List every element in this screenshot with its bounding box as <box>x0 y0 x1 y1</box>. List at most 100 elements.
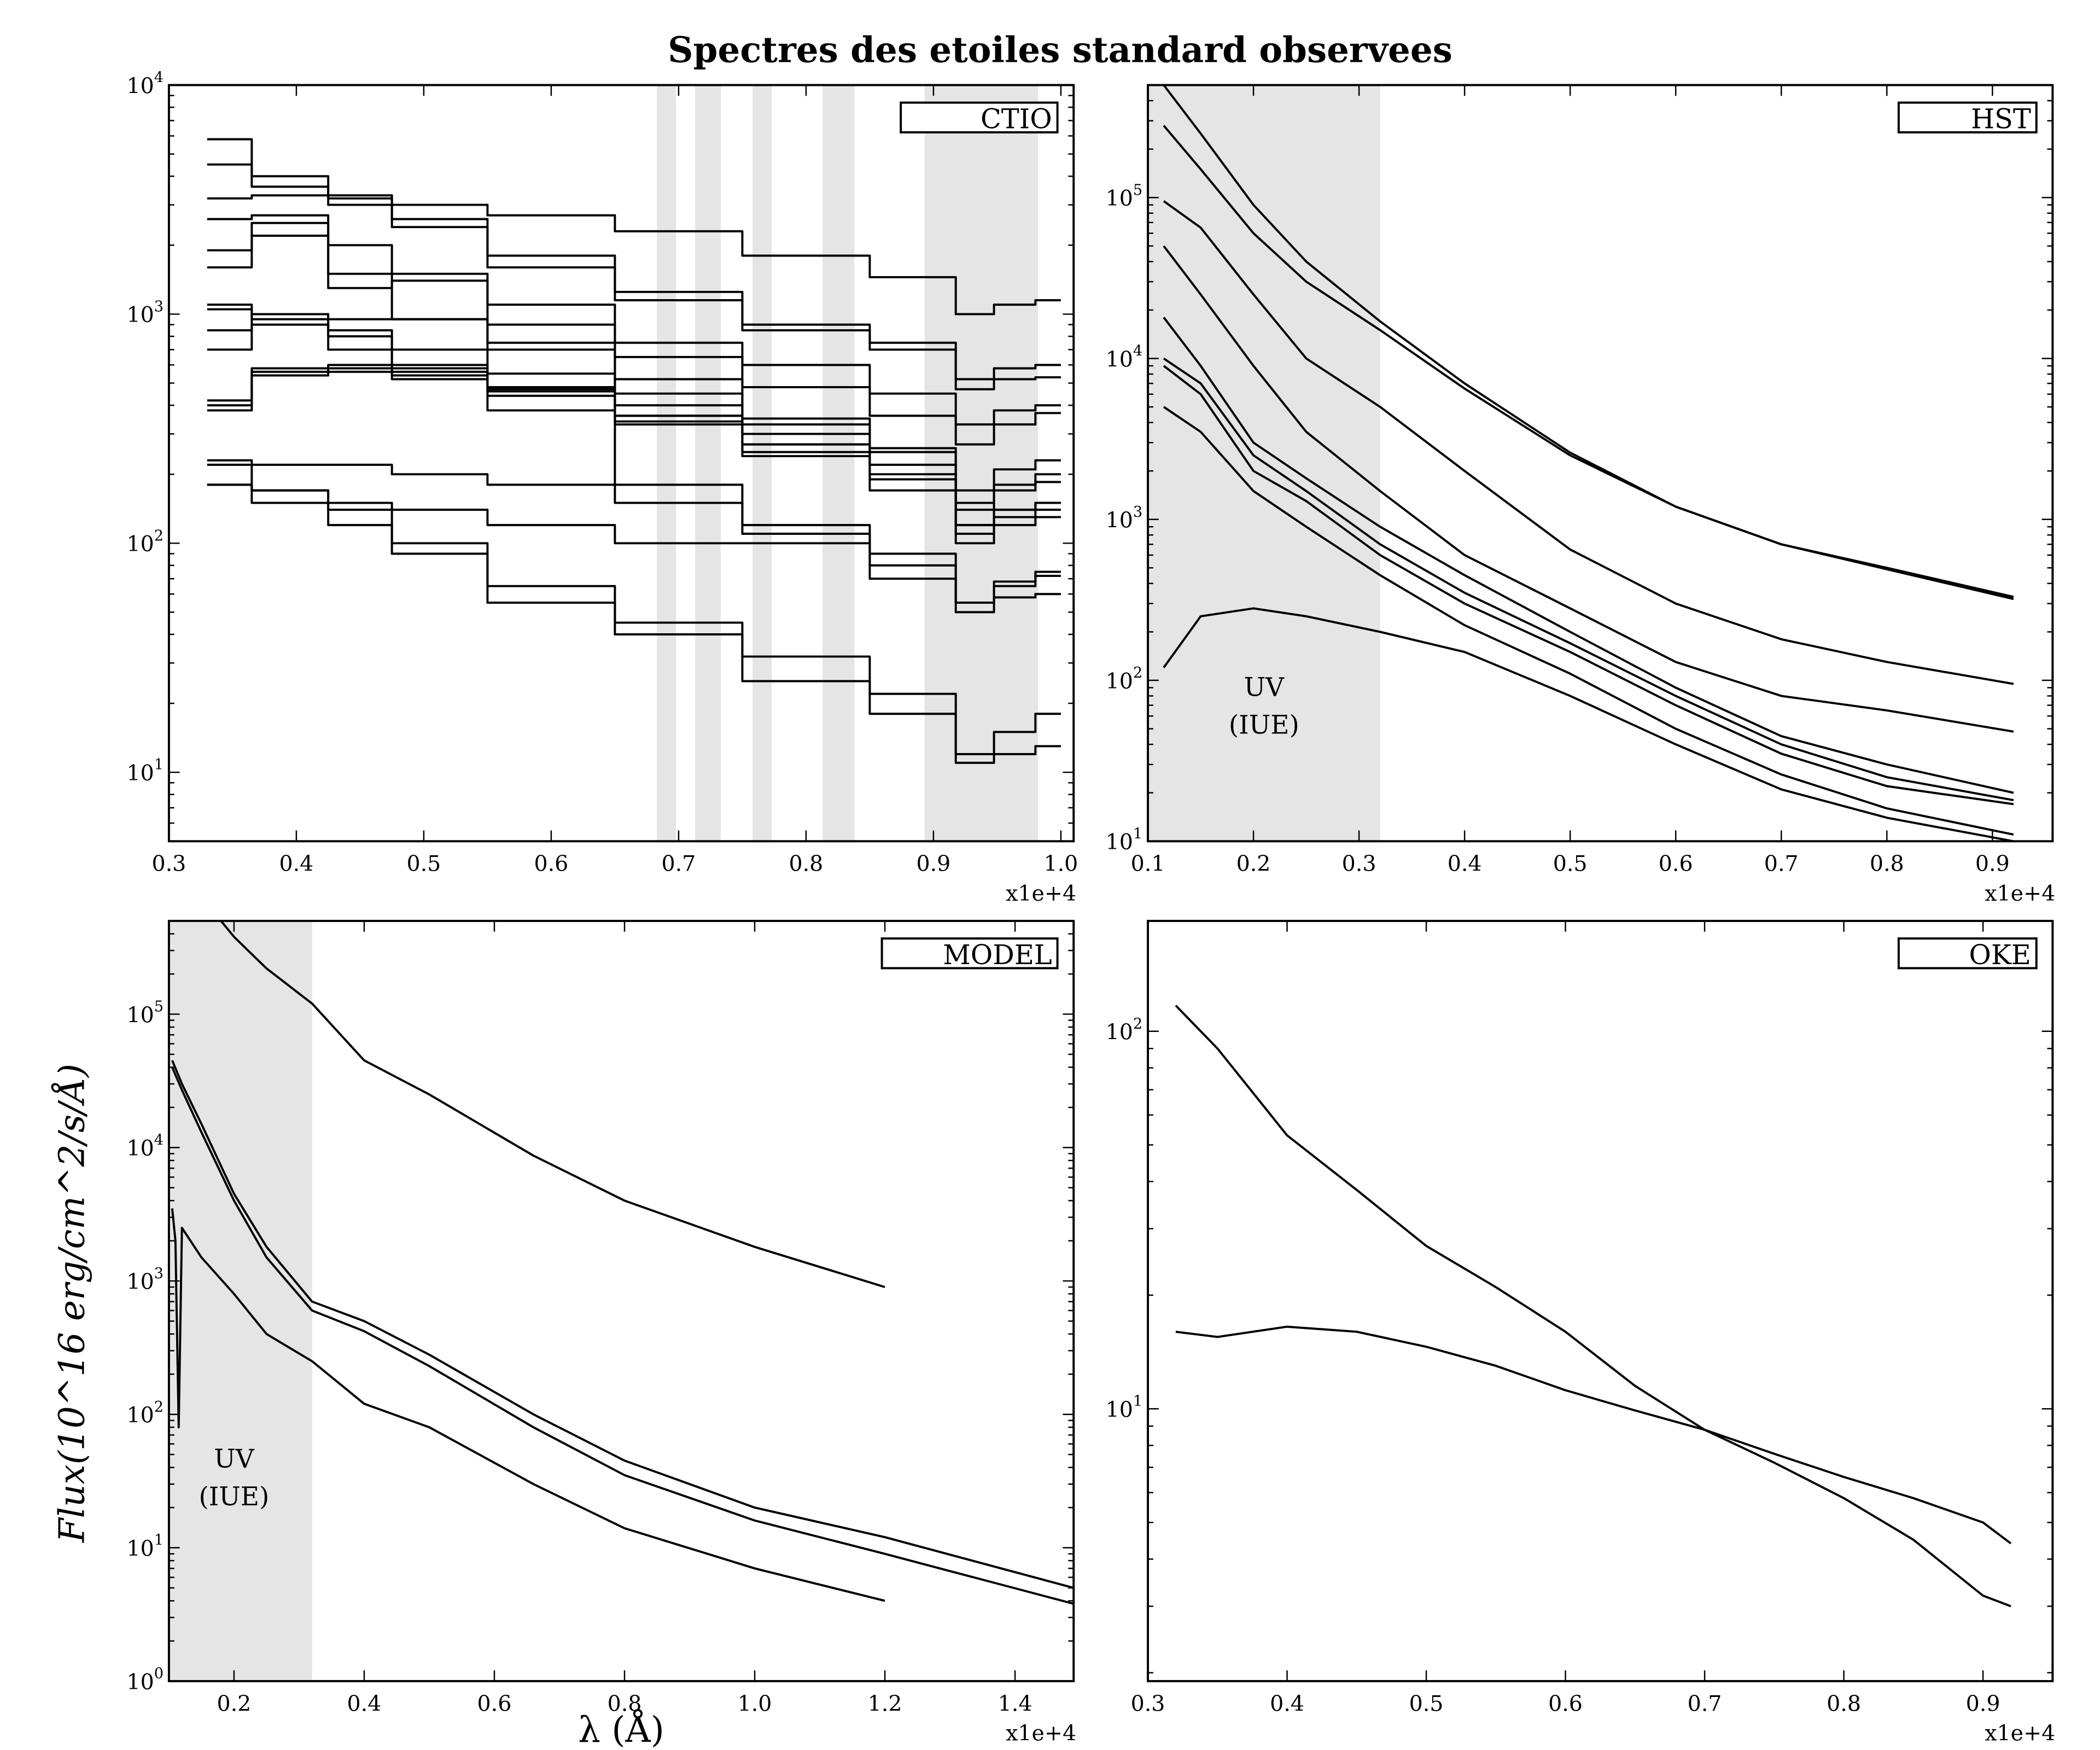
series-line-7 <box>1163 365 2014 806</box>
shaded-band <box>695 85 721 842</box>
y-tick-label: 103 <box>126 1265 164 1294</box>
series-line-6 <box>1163 357 2014 802</box>
legend-label: MODEL <box>943 939 1052 971</box>
x-tick-label: 0.5 <box>406 851 441 877</box>
x-tick-label: 0.3 <box>1131 1691 1165 1716</box>
shaded-band <box>924 85 1038 842</box>
x-tick-label: 1.4 <box>998 1691 1032 1716</box>
x-tick-label: 0.6 <box>1548 1691 1583 1716</box>
x-tick-label: 0.2 <box>217 1691 251 1716</box>
series-line-5 <box>1163 317 2014 794</box>
x-tick-label: 0.6 <box>477 1691 512 1716</box>
y-tick-label: 104 <box>1106 343 1143 372</box>
x-tick-label: 0.7 <box>1688 1691 1722 1716</box>
x-tick-label: 0.4 <box>1448 851 1482 877</box>
series-line-4 <box>1163 245 2014 733</box>
y-axis-label: Flux(10^16 erg/cm^2/s/Å) <box>51 1064 92 1543</box>
panel-model: 0.2 0.4 0.6 0.8 1.0 1.2 1.4 x1e+4 100 101 102 103 10… <box>126 919 1076 1746</box>
annotation-text: (IUE) <box>1229 710 1299 740</box>
x-tick-label: 0.8 <box>1827 1691 1861 1716</box>
axes-frame <box>1147 919 2054 1683</box>
x-tick-label: 0.7 <box>1764 851 1799 877</box>
y-tick-label: 102 <box>1106 1016 1143 1045</box>
y-tick-label: 102 <box>1106 664 1143 694</box>
series-line-4 <box>171 1208 885 1602</box>
x-tick-label: 0.4 <box>279 851 313 877</box>
x-tick-label: 0.3 <box>1342 851 1376 877</box>
x-tick-label: 0.9 <box>1966 1691 2000 1716</box>
shaded-band <box>822 85 855 842</box>
y-tick-label: 103 <box>1106 504 1143 533</box>
series-line-3 <box>171 1066 1074 1605</box>
x-offset-label: x1e+4 <box>1006 881 1076 906</box>
y-tick-label: 103 <box>126 298 164 328</box>
legend-box <box>880 937 1059 970</box>
x-tick-label: 0.8 <box>608 1691 642 1716</box>
legend-box <box>1897 937 2038 970</box>
y-tick-label: 102 <box>126 527 164 557</box>
x-tick-label: 0.9 <box>1975 851 2010 877</box>
x-tick-label: 0.3 <box>151 851 186 877</box>
series-line-3 <box>1163 200 2014 685</box>
y-tick-label: 100 <box>126 1665 164 1695</box>
x-tick-label: 0.8 <box>789 851 823 877</box>
y-tick-label: 101 <box>126 1532 164 1561</box>
y-tick-label: 105 <box>126 999 164 1028</box>
axes-frame <box>1147 84 2054 843</box>
series-line-2 <box>171 1060 1074 1589</box>
series-line-13 <box>207 370 1061 545</box>
x-tick-label: 0.5 <box>1553 851 1588 877</box>
legend-label: OKE <box>1969 939 2031 971</box>
series-group <box>1163 85 2014 842</box>
panel-ctio: 0.3 0.4 0.5 0.6 0.7 0.8 0.9 1.0 x1e+4 101 102 103 10… <box>126 69 1078 906</box>
annotation-text: UV <box>1244 673 1285 703</box>
panel-oke: 0.3 0.4 0.5 0.6 0.7 0.8 0.9 x1e+4 101 102 OKE <box>1106 919 2055 1746</box>
annotation-text: UV <box>214 1444 255 1474</box>
series-line-2 <box>1175 1325 2012 1544</box>
series-line-17 <box>207 483 1061 764</box>
x-tick-label: 1.0 <box>738 1691 772 1716</box>
series-line-8 <box>1163 406 2014 836</box>
axes-frame <box>167 84 1075 843</box>
annotation-text: (IUE) <box>199 1481 269 1512</box>
x-tick-label: 0.1 <box>1131 851 1165 877</box>
x-offset-label: x1e+4 <box>1985 881 2055 906</box>
series-group <box>207 138 1061 764</box>
series-group <box>171 920 1074 1605</box>
legend-label: HST <box>1971 103 2031 135</box>
series-line-9 <box>1163 607 2014 842</box>
x-tick-label: 0.8 <box>1870 851 1904 877</box>
legend-label: CTIO <box>981 103 1052 135</box>
x-offset-label: x1e+4 <box>1006 1721 1076 1746</box>
y-tick-label: 101 <box>1106 825 1143 855</box>
series-line-1 <box>1175 1005 2011 1607</box>
x-tick-label: 0.2 <box>1236 851 1271 877</box>
legend-box <box>900 101 1059 133</box>
y-tick-label: 104 <box>126 1131 164 1161</box>
y-tick-label: 105 <box>1106 182 1143 211</box>
series-group <box>1175 1005 2012 1607</box>
x-tick-label: 0.7 <box>661 851 696 877</box>
series-line-3 <box>207 194 1061 390</box>
x-tick-label: 1.0 <box>1043 851 1078 877</box>
x-tick-label: 0.5 <box>1409 1691 1444 1716</box>
shaded-band <box>752 85 772 842</box>
x-tick-label: 0.6 <box>534 851 568 877</box>
panel-hst: 0.1 0.2 0.3 0.4 0.5 0.6 0.7 0.8 0.9 x1e+4 101 102 10… <box>1106 84 2055 906</box>
x-axis-label: λ (Å) <box>578 1710 664 1750</box>
x-tick-label: 0.6 <box>1659 851 1693 877</box>
series-line-2 <box>1163 125 2014 600</box>
x-tick-label: 0.4 <box>1270 1691 1304 1716</box>
y-tick-label: 104 <box>126 69 164 99</box>
y-tick-label: 101 <box>1106 1393 1143 1422</box>
legend-box <box>1897 101 2038 133</box>
x-tick-label: 1.2 <box>868 1691 902 1716</box>
x-offset-label: x1e+4 <box>1985 1721 2055 1746</box>
x-tick-label: 0.4 <box>347 1691 382 1716</box>
figure-title: Spectres des etoiles standard observees <box>668 30 1452 71</box>
series-line-1 <box>220 920 885 1288</box>
x-tick-label: 0.9 <box>916 851 950 877</box>
shaded-band <box>657 85 676 842</box>
y-tick-label: 102 <box>126 1398 164 1428</box>
